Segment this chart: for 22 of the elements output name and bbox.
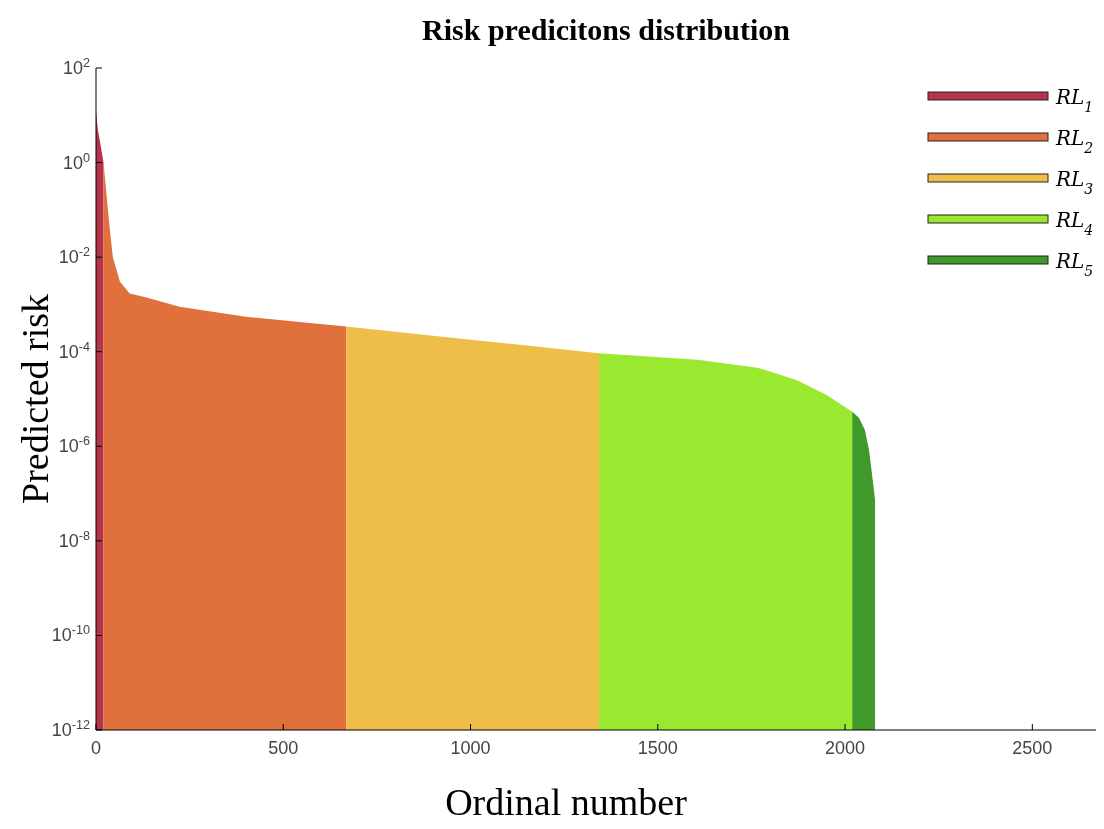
x-tick-label: 0 — [90, 738, 102, 758]
y-tick-label: 10$^{-12}$ — [51, 718, 90, 740]
y-tick-label: 10$^{-4}$ — [58, 339, 90, 362]
text: RL$_{5}$ — [1055, 249, 1094, 279]
y-tick-label: 10$^{2}$ — [62, 56, 90, 78]
y-tick-label: 10$^{-2}$ — [58, 245, 90, 268]
x-tick-label: 2000 — [825, 738, 866, 758]
x-axis-title: Ordinal number — [445, 781, 688, 823]
chart-title: Risk predicitons distribution — [422, 13, 791, 46]
y-axis-title: Predicted risk — [14, 293, 56, 505]
x-tick-label: 1500 — [637, 738, 678, 758]
x-tick-label: 1000 — [450, 738, 491, 758]
text: RL$_{4}$ — [1055, 208, 1094, 238]
y-tick-label: 10$^{-8}$ — [58, 528, 90, 551]
x-tick-label: 2500 — [1012, 738, 1053, 758]
y-tick-label: 10$^{0}$ — [62, 150, 90, 173]
text: RL$_{3}$ — [1055, 167, 1094, 197]
text: RL$_{2}$ — [1055, 126, 1094, 156]
x-tick-label: 500 — [268, 738, 299, 758]
y-tick-label: 10$^{-6}$ — [58, 434, 90, 457]
text: RL$_{1}$ — [1055, 85, 1094, 115]
y-tick-label: 10$^{-10}$ — [51, 623, 90, 646]
